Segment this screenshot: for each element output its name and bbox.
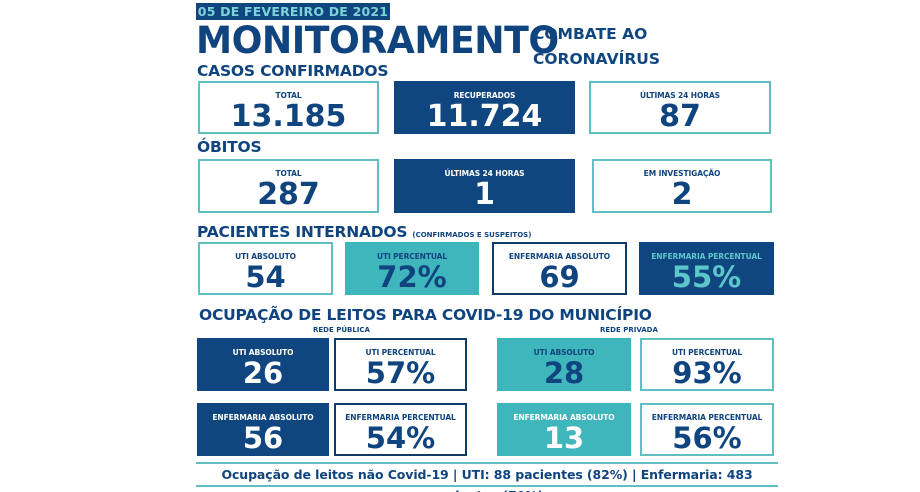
card-label: EM INVESTIGAÇÃO — [643, 169, 721, 178]
card-value: 54% — [365, 421, 436, 455]
card-value: 56 — [242, 421, 284, 455]
card-value: 26 — [242, 356, 284, 390]
section-header-pacientes-internados: PACIENTES INTERNADOS (CONFIRMADOS E SUSP… — [197, 223, 531, 241]
card-value: 93% — [672, 356, 742, 390]
card-label: TOTAL — [275, 169, 302, 178]
card-privada-enfermaria-percentual: ENFERMARIA PERCENTUAL 56% — [640, 403, 774, 456]
page-title: MONITORAMENTO — [196, 19, 559, 62]
card-value: 56% — [672, 421, 742, 455]
card-label: UTI ABSOLUTO — [235, 252, 296, 261]
card-label: ENFERMARIA PERCENTUAL — [651, 413, 763, 422]
card-label: ÚLTIMAS 24 HORAS — [444, 169, 525, 178]
footer-non-covid-occupancy: Ocupação de leitos não Covid-19 | UTI: 8… — [196, 462, 778, 492]
card-obitos-em-investigacao: EM INVESTIGAÇÃO 2 — [592, 159, 772, 213]
card-value: 87 — [659, 99, 701, 134]
card-label: ÚLTIMAS 24 HORAS — [640, 91, 720, 100]
date-banner: 05 DE FEVEREIRO DE 2021 — [196, 3, 390, 20]
card-privada-uti-percentual: UTI PERCENTUAL 93% — [640, 338, 774, 391]
card-label: ENFERMARIA ABSOLUTO — [212, 413, 314, 422]
card-publica-enfermaria-absoluto: ENFERMARIA ABSOLUTO 56 — [197, 403, 329, 456]
card-privada-uti-absoluto: UTI ABSOLUTO 28 — [497, 338, 631, 391]
card-label: UTI PERCENTUAL — [365, 348, 436, 357]
card-internados-enfermaria-absoluto: ENFERMARIA ABSOLUTO 69 — [492, 242, 627, 295]
card-obitos-total: TOTAL 287 — [198, 159, 379, 213]
card-value: 2 — [671, 177, 693, 212]
card-internados-uti-percentual: UTI PERCENTUAL 72% — [345, 242, 479, 295]
card-value: 72% — [377, 260, 447, 294]
card-label: UTI ABSOLUTO — [232, 348, 294, 357]
card-internados-uti-absoluto: UTI ABSOLUTO 54 — [198, 242, 333, 295]
card-label: ENFERMARIA ABSOLUTO — [513, 413, 615, 422]
subtitle-line-2: CORONAVÍRUS — [533, 50, 661, 68]
rede-publica-label: REDE PÚBLICA — [313, 326, 370, 334]
card-publica-uti-absoluto: UTI ABSOLUTO 26 — [197, 338, 329, 391]
card-label: UTI PERCENTUAL — [376, 252, 448, 261]
card-value: 54 — [245, 260, 286, 294]
subtitle-line-1: COMBATE AO — [533, 25, 648, 43]
card-internados-enfermaria-percentual: ENFERMARIA PERCENTUAL 55% — [639, 242, 774, 295]
card-label: RECUPERADOS — [453, 91, 516, 100]
section-title-pacientes-internados: PACIENTES INTERNADOS — [197, 223, 408, 241]
card-casos-recuperados: RECUPERADOS 11.724 — [394, 81, 575, 134]
card-privada-enfermaria-absoluto: ENFERMARIA ABSOLUTO 13 — [497, 403, 631, 456]
card-label: UTI ABSOLUTO — [533, 348, 595, 357]
card-publica-enfermaria-percentual: ENFERMARIA PERCENTUAL 54% — [334, 403, 467, 456]
rede-privada-label: REDE PRIVADA — [600, 326, 658, 334]
card-value: 1 — [474, 177, 495, 212]
card-label: ENFERMARIA PERCENTUAL — [345, 413, 456, 422]
card-label: ENFERMARIA ABSOLUTO — [508, 252, 611, 261]
section-title-obitos: ÓBITOS — [197, 138, 262, 156]
card-label: UTI PERCENTUAL — [671, 348, 743, 357]
section-title-casos-confirmados: CASOS CONFIRMADOS — [197, 62, 389, 80]
page-subtitle: COMBATE AO CORONAVÍRUS — [533, 22, 660, 72]
section-note: (CONFIRMADOS E SUSPEITOS) — [412, 231, 532, 239]
section-title-ocupacao-leitos: OCUPAÇÃO DE LEITOS PARA COVID-19 DO MUNI… — [199, 306, 652, 324]
card-obitos-ultimas-24h: ÚLTIMAS 24 HORAS 1 — [394, 159, 575, 213]
card-casos-total: TOTAL 13.185 — [198, 81, 379, 134]
card-value: 28 — [543, 356, 585, 390]
card-value: 13.185 — [230, 99, 347, 134]
card-value: 287 — [257, 177, 320, 212]
card-casos-ultimas-24h: ÚLTIMAS 24 HORAS 87 — [589, 81, 771, 134]
card-value: 13 — [543, 421, 585, 455]
card-publica-uti-percentual: UTI PERCENTUAL 57% — [334, 338, 467, 391]
card-value: 55% — [671, 260, 742, 294]
card-label: ENFERMARIA PERCENTUAL — [651, 252, 762, 261]
card-label: TOTAL — [275, 91, 302, 100]
card-value: 69 — [539, 260, 580, 294]
card-value: 57% — [365, 356, 436, 390]
card-value: 11.724 — [426, 99, 543, 134]
